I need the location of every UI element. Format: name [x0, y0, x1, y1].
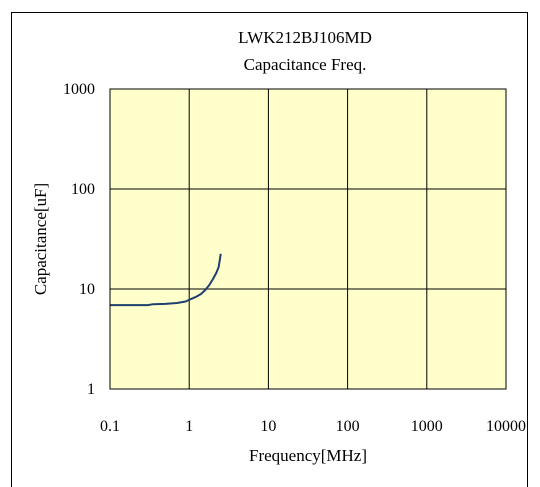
capacitance-series-line: [110, 253, 222, 307]
series-group: [110, 253, 222, 307]
x-tick-label: 100: [336, 418, 360, 435]
x-tick-label: 10: [260, 418, 276, 435]
chart-subtitle: Capacitance Freq.: [244, 55, 367, 74]
x-tick-label: 10000: [486, 418, 526, 435]
x-axis-label: Frequency[MHz]: [249, 446, 367, 465]
chart-title: LWK212BJ106MD: [238, 28, 372, 47]
x-tick-label: 1000: [411, 418, 443, 435]
y-tick-labels: 1 10 100 1000: [63, 81, 95, 398]
y-tick-label: 1000: [63, 81, 95, 98]
grid-lines: [110, 89, 506, 389]
plot-area: [110, 89, 506, 389]
y-tick-label: 1: [87, 381, 95, 398]
y-tick-label: 100: [71, 181, 95, 198]
y-axis-label: Capacitance[uF]: [31, 183, 50, 295]
x-tick-label: 1: [185, 418, 193, 435]
plot-border: [109, 88, 507, 390]
x-tick-labels: 0.1 1 10 100 1000 10000: [100, 418, 526, 435]
x-tick-label: 0.1: [100, 418, 120, 435]
y-tick-label: 10: [79, 281, 95, 298]
